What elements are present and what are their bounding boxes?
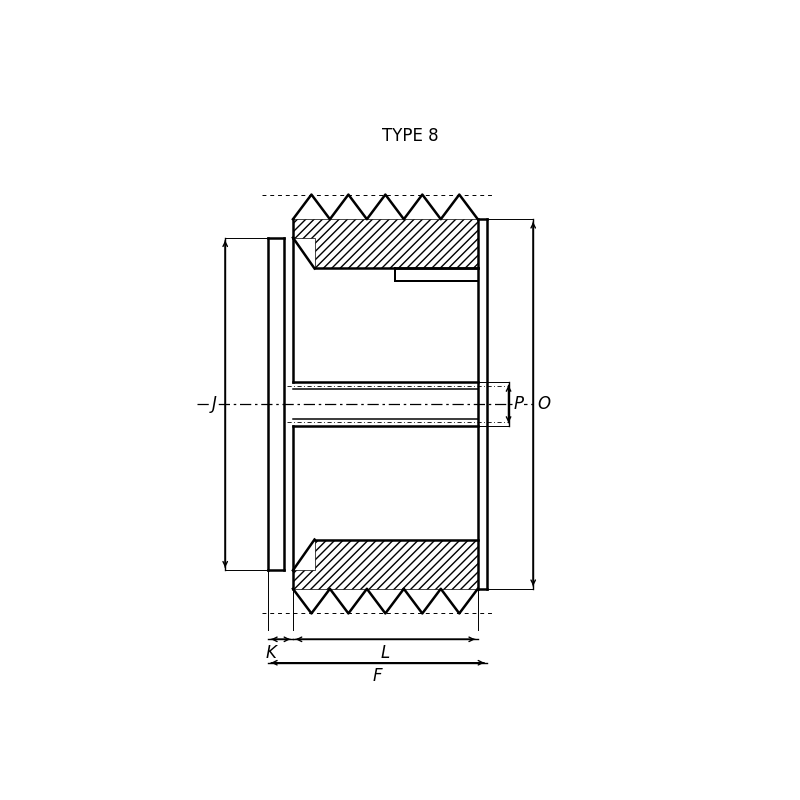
Text: P: P [514,395,523,413]
Text: L: L [381,644,390,662]
Polygon shape [293,539,478,589]
Polygon shape [293,219,478,269]
Text: K: K [266,644,277,662]
Text: F: F [373,667,382,686]
Text: J: J [212,395,217,413]
Text: TYPE 8: TYPE 8 [382,127,438,145]
Text: O: O [538,395,551,413]
